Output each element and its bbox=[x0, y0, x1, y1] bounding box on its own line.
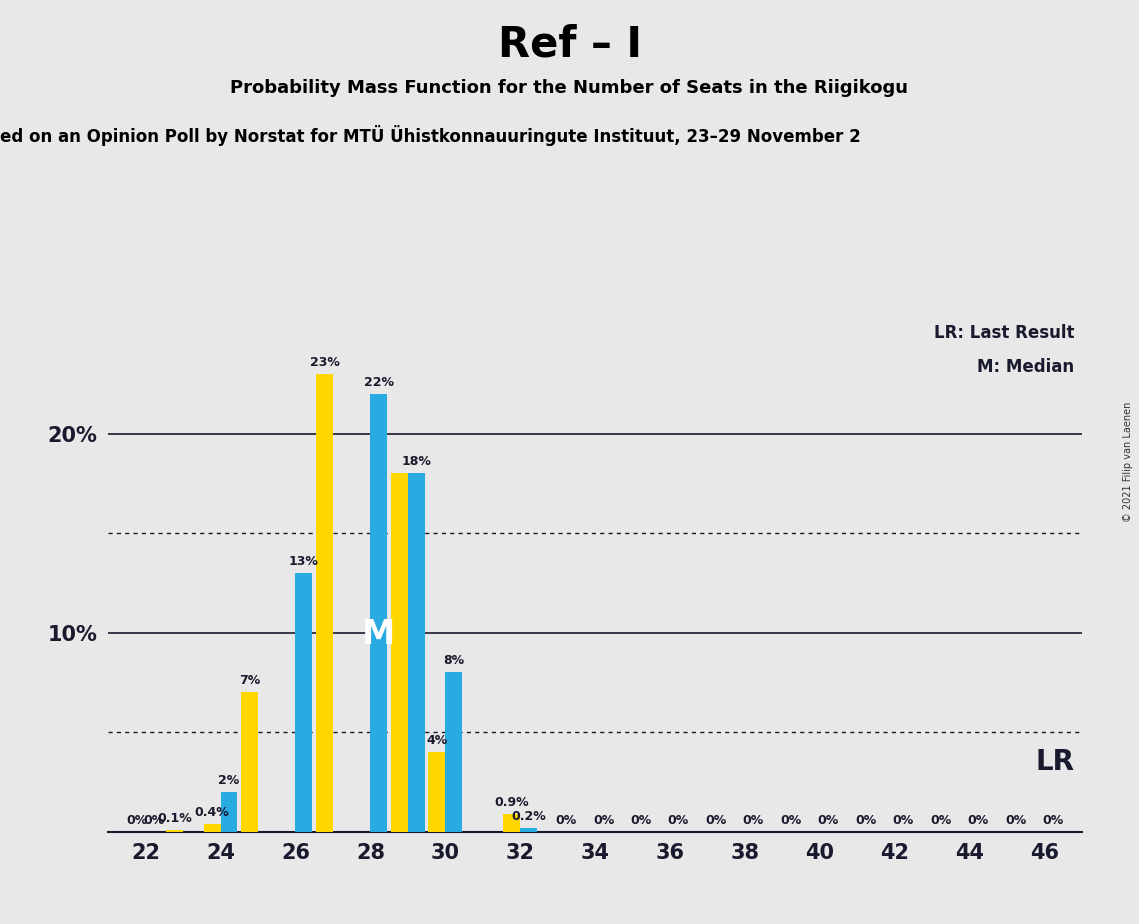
Text: ed on an Opinion Poll by Norstat for MTÜ Ühistkonnauuringute Instituut, 23–29 No: ed on an Opinion Poll by Norstat for MTÜ… bbox=[0, 125, 861, 146]
Text: 0%: 0% bbox=[630, 814, 652, 827]
Text: Probability Mass Function for the Number of Seats in the Riigikogu: Probability Mass Function for the Number… bbox=[230, 79, 909, 96]
Text: 22%: 22% bbox=[363, 376, 394, 389]
Text: 0.4%: 0.4% bbox=[195, 806, 230, 819]
Bar bbox=[295, 573, 312, 832]
Text: 0.9%: 0.9% bbox=[494, 796, 530, 808]
Bar bbox=[166, 830, 183, 832]
Bar bbox=[221, 792, 237, 832]
Bar bbox=[445, 673, 462, 832]
Text: 0%: 0% bbox=[855, 814, 876, 827]
Text: 18%: 18% bbox=[401, 456, 432, 468]
Text: 2%: 2% bbox=[219, 773, 239, 787]
Text: Ref – I: Ref – I bbox=[498, 23, 641, 65]
Text: 0%: 0% bbox=[967, 814, 989, 827]
Text: 13%: 13% bbox=[289, 555, 319, 568]
Text: M: M bbox=[362, 618, 395, 651]
Text: M: Median: M: Median bbox=[977, 358, 1074, 376]
Bar bbox=[241, 692, 259, 832]
Bar bbox=[204, 823, 221, 832]
Text: 0%: 0% bbox=[144, 814, 165, 827]
Text: 8%: 8% bbox=[443, 654, 465, 667]
Text: 0.2%: 0.2% bbox=[511, 809, 546, 822]
Text: 4%: 4% bbox=[426, 734, 448, 747]
Text: 0%: 0% bbox=[556, 814, 576, 827]
Text: LR: LR bbox=[1035, 748, 1074, 776]
Bar bbox=[391, 473, 408, 832]
Text: 7%: 7% bbox=[239, 675, 260, 687]
Text: 0%: 0% bbox=[1005, 814, 1026, 827]
Text: © 2021 Filip van Laenen: © 2021 Filip van Laenen bbox=[1123, 402, 1133, 522]
Bar bbox=[503, 814, 521, 832]
Bar bbox=[521, 828, 538, 832]
Text: 0%: 0% bbox=[593, 814, 614, 827]
Text: LR: Last Result: LR: Last Result bbox=[934, 324, 1074, 342]
Text: 0%: 0% bbox=[893, 814, 913, 827]
Text: 0%: 0% bbox=[126, 814, 148, 827]
Bar bbox=[370, 394, 387, 832]
Bar bbox=[408, 473, 425, 832]
Text: 0%: 0% bbox=[1042, 814, 1064, 827]
Text: 0.1%: 0.1% bbox=[157, 811, 192, 824]
Text: 0%: 0% bbox=[818, 814, 839, 827]
Text: 0%: 0% bbox=[667, 814, 689, 827]
Bar bbox=[317, 374, 333, 832]
Text: 0%: 0% bbox=[743, 814, 764, 827]
Text: 0%: 0% bbox=[705, 814, 727, 827]
Bar bbox=[428, 752, 445, 832]
Text: 0%: 0% bbox=[780, 814, 802, 827]
Text: 0%: 0% bbox=[931, 814, 951, 827]
Text: 23%: 23% bbox=[310, 356, 339, 369]
